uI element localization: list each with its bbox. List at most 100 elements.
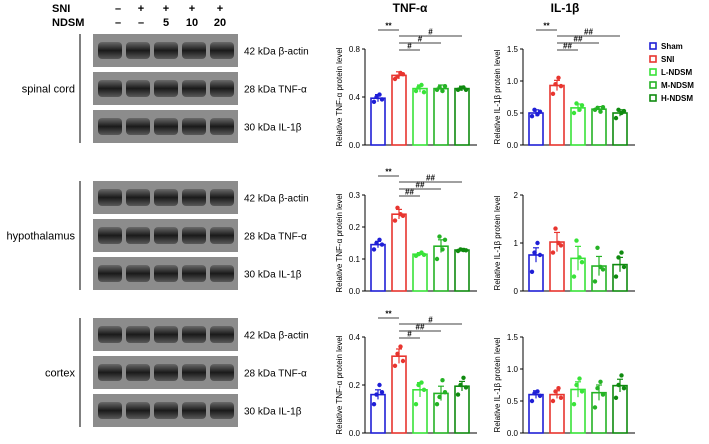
data-point [416, 382, 421, 388]
significance-mark: ## [574, 35, 583, 44]
legend-label: Sham [661, 42, 683, 51]
data-point [395, 74, 400, 79]
data-point [616, 107, 621, 113]
data-point [392, 363, 398, 368]
band-label: 30 kDa IL-1β [244, 270, 302, 281]
blot-band [182, 402, 206, 419]
blot-band [154, 80, 178, 97]
data-point [416, 85, 421, 90]
data-point [613, 115, 619, 121]
data-point [613, 274, 619, 279]
data-point [377, 237, 382, 242]
data-point [571, 402, 577, 407]
significance-mark: # [428, 28, 433, 37]
data-point [537, 252, 543, 258]
bar [370, 243, 386, 292]
bar [433, 87, 449, 146]
data-point [374, 94, 379, 100]
band-label: 28 kDa TNF-α [244, 369, 307, 380]
significance-mark: ** [385, 310, 392, 319]
blot-band [210, 265, 234, 282]
bar [412, 253, 428, 292]
data-point [595, 105, 600, 111]
data-point [371, 402, 377, 407]
data-point [400, 72, 406, 77]
data-point [419, 82, 424, 88]
treatment-value: + [189, 3, 195, 15]
data-point [440, 378, 445, 383]
bar [454, 249, 470, 292]
band-label: 28 kDa TNF-α [244, 232, 307, 243]
western-blot-panel: SNI – + + + + NDSM – – 5 10 20 spinal cord 42 kDa β-a… [7, 3, 309, 427]
data-point [574, 238, 579, 243]
blot-band [210, 189, 234, 206]
data-point [463, 385, 469, 390]
legend-swatch [649, 81, 657, 89]
blot-band [126, 42, 150, 59]
data-point [437, 85, 442, 90]
data-point [463, 87, 469, 93]
bar [370, 97, 386, 146]
blot-band [182, 80, 206, 97]
significance-mark: ** [385, 22, 392, 31]
data-point [421, 252, 427, 258]
data-point [621, 108, 627, 114]
blot-band [182, 265, 206, 282]
data-point [600, 105, 606, 110]
data-point [455, 392, 461, 397]
legend-swatch [649, 42, 657, 50]
data-point [613, 395, 619, 400]
column-title: TNF-α [393, 1, 428, 15]
y-tick-label: 0.0 [349, 287, 361, 296]
data-point [529, 114, 535, 119]
blot-band [210, 118, 234, 135]
data-point [392, 218, 398, 223]
data-point [413, 402, 419, 407]
data-point [529, 398, 535, 404]
data-point [556, 75, 561, 80]
data-point [461, 375, 466, 380]
data-point [400, 358, 406, 364]
data-point [377, 92, 382, 97]
significance-mark: ## [416, 181, 425, 190]
y-axis-label: Relative IL-1β protein level [493, 337, 502, 432]
blot-band [182, 326, 206, 343]
data-point [413, 88, 419, 94]
significance-mark: ## [584, 28, 593, 37]
blot-band [154, 189, 178, 206]
significance-mark: # [407, 330, 412, 339]
blot-band [154, 326, 178, 343]
bar-chart: 0 1 2 Relative IL-1β protein level [493, 191, 635, 296]
y-tick-label: 0.2 [349, 223, 361, 232]
data-point [571, 110, 577, 116]
data-point [440, 247, 445, 252]
blot-band [98, 364, 122, 381]
data-point [371, 99, 377, 105]
bar-chart: 0.0 0.5 1.0 1.5 Relative IL-1β protein level… [493, 22, 635, 150]
data-point [556, 386, 561, 391]
treatment-value: 20 [214, 17, 226, 29]
blot-band [210, 80, 234, 97]
data-point [437, 234, 442, 239]
data-point [553, 389, 558, 394]
data-point [371, 247, 377, 252]
y-tick-label: 1.0 [507, 365, 519, 374]
data-point [374, 240, 379, 246]
data-point [440, 88, 445, 94]
data-point [537, 109, 543, 114]
data-point [442, 237, 448, 242]
column-titles: TNF-α IL-1β [393, 1, 580, 15]
y-tick-label: 0.4 [349, 93, 361, 102]
data-point [395, 351, 400, 356]
blot-band [98, 80, 122, 97]
blot-band [126, 189, 150, 206]
data-point [577, 376, 582, 381]
data-point [437, 394, 442, 400]
legend-swatch [649, 68, 657, 76]
data-point [571, 274, 577, 279]
bar [391, 213, 407, 292]
y-tick-label: 0.1 [349, 255, 361, 264]
y-axis-label: Relative IL-1β protein level [493, 195, 502, 290]
blot-band [98, 227, 122, 244]
blot-band [126, 402, 150, 419]
